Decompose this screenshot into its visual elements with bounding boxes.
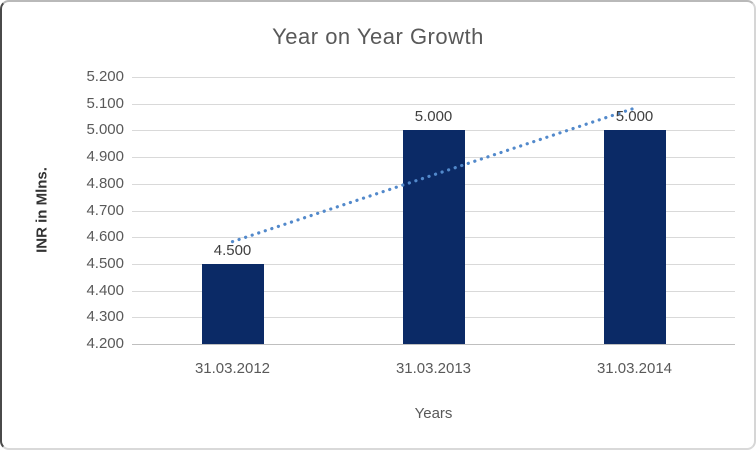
y-tick-label: 4.700 <box>86 201 124 219</box>
x-axis-line <box>132 344 735 345</box>
y-tick-label: 4.800 <box>86 174 124 192</box>
data-label: 4.500 <box>213 241 252 259</box>
y-tick-label: 5.200 <box>86 68 124 85</box>
chart-title: Year on Year Growth <box>272 24 484 49</box>
y-axis-title: INR in Mlns. <box>33 167 51 253</box>
x-tick-label: 31.03.2014 <box>596 360 673 377</box>
data-label: 5.000 <box>414 108 453 126</box>
x-axis-title: Years <box>414 405 453 422</box>
y-tick-label: 4.200 <box>86 335 124 352</box>
y-tick-label: 5.000 <box>86 121 124 139</box>
bar <box>201 263 264 344</box>
gridline <box>132 103 735 105</box>
y-tick-label: 4.300 <box>86 308 124 326</box>
y-tick-label: 4.500 <box>86 254 124 272</box>
x-tick-label: 31.03.2013 <box>395 360 472 377</box>
x-tick-label: 31.03.2012 <box>194 360 271 377</box>
bar <box>402 130 465 344</box>
y-tick-label: 4.900 <box>86 148 124 166</box>
data-label: 5.000 <box>615 108 654 126</box>
y-tick-label: 5.100 <box>86 94 124 112</box>
y-tick-label: 4.600 <box>86 228 124 246</box>
bar <box>603 130 666 344</box>
gridline <box>132 77 735 78</box>
y-tick-label: 4.400 <box>86 281 124 299</box>
